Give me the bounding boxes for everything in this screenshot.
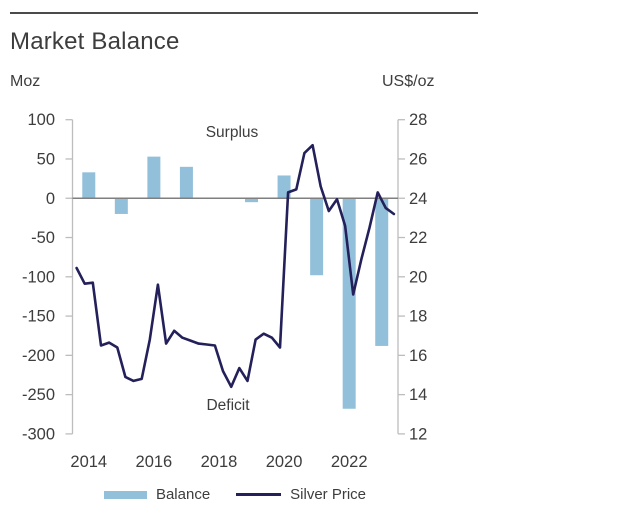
left-axis-tick-label: 50	[37, 150, 55, 168]
balance-bar-2023	[375, 198, 389, 346]
balance-bar-2017	[179, 166, 193, 199]
right-axis-tick-label: 14	[409, 386, 427, 404]
balance-bar-2019	[245, 198, 259, 203]
top-rule-divider	[10, 12, 478, 14]
legend-silver-price-label: Silver Price	[290, 486, 367, 503]
legend-item-balance: Balance	[103, 486, 211, 503]
left-axis-tick-label: -200	[22, 347, 55, 365]
deficit-annotation: Deficit	[206, 397, 250, 414]
balance-bar-2015	[114, 198, 128, 214]
silver-price-line	[75, 143, 396, 389]
right-axis-tick-label: 24	[409, 190, 427, 208]
legend-balance-label: Balance	[155, 486, 211, 503]
right-axis-tick-label: 26	[409, 150, 427, 168]
left-axis-unit-label: Moz	[10, 73, 41, 90]
left-axis-tick-label: -150	[22, 308, 55, 326]
chart-legend: Balance Silver Price	[72, 486, 398, 503]
right-axis-tick-label: 16	[409, 347, 427, 365]
x-axis-label-2014: 2014	[70, 453, 107, 471]
left-axis-tick-label: 0	[46, 190, 55, 208]
balance-swatch-icon	[103, 490, 147, 499]
left-axis-tick-label: -100	[22, 268, 55, 286]
x-axis-label-2022: 2022	[331, 453, 368, 471]
right-axis-tick-label: 18	[409, 308, 427, 326]
legend-item-silver-price: Silver Price	[236, 486, 366, 503]
right-axis-unit-label: US$/oz	[382, 73, 435, 90]
left-axis-tick-label: -300	[22, 425, 55, 443]
right-axis-tick-label: 20	[409, 268, 427, 286]
silver-price-swatch-icon	[236, 493, 282, 496]
left-axis-tick-label: 100	[27, 111, 55, 129]
x-axis-label-2018: 2018	[201, 453, 238, 471]
surplus-annotation: Surplus	[205, 124, 259, 141]
balance-bar-2014	[82, 172, 96, 199]
x-axis-label-2016: 2016	[136, 453, 173, 471]
left-axis-tick-label: -250	[22, 386, 55, 404]
x-axis-label-2020: 2020	[266, 453, 303, 471]
balance-bar-2021	[310, 198, 324, 276]
right-axis-tick-label: 28	[409, 111, 427, 129]
left-axis-tick-label: -50	[31, 229, 55, 247]
balance-bar-2016	[147, 156, 161, 199]
right-axis-tick-label: 22	[409, 229, 427, 247]
right-axis-tick-label: 12	[409, 425, 427, 443]
chart-title: Market Balance	[10, 28, 180, 55]
balance-bar-2022	[342, 198, 356, 409]
